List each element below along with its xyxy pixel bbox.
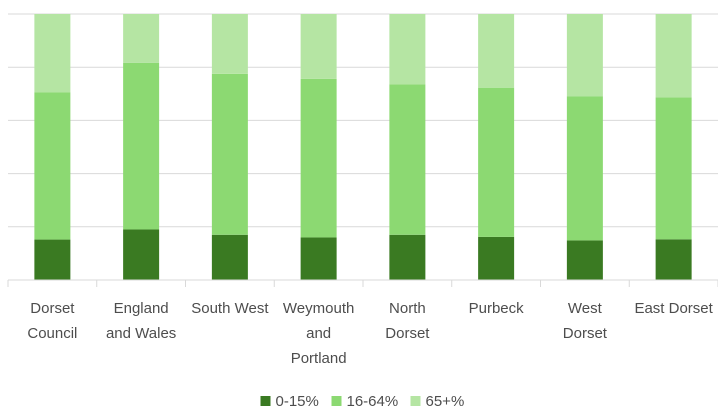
bar-segment [300, 78, 337, 238]
category-label-line: Dorset [30, 300, 75, 317]
bar-segment [389, 14, 426, 85]
legend-label: 0-15% [276, 393, 319, 410]
x-axis [7, 279, 718, 287]
bar-segment [123, 14, 160, 63]
category-label: Purbeck [469, 300, 525, 317]
bars [34, 14, 692, 280]
category-label-line: East Dorset [634, 300, 713, 317]
bar-segment [478, 87, 515, 237]
bar-segment [566, 96, 603, 241]
bar-segment [34, 239, 71, 280]
bar-segment [211, 14, 248, 74]
bar-segment [566, 240, 603, 280]
category-label-line: Dorset [563, 325, 608, 342]
category-label-line: Dorset [385, 325, 430, 342]
category-labels: Dorset Council England and Wales South West W… [27, 300, 713, 367]
category-label: North Dorset [385, 300, 430, 342]
legend: 0-15% 16-64% 65+% [260, 393, 465, 410]
category-label-line: England [114, 300, 169, 317]
category-label: Dorset Council [27, 300, 77, 342]
category-label-line: Council [27, 325, 77, 342]
bar-segment [655, 239, 692, 280]
legend-swatch [331, 396, 342, 406]
category-label-line: North [389, 300, 426, 317]
bar-segment [389, 234, 426, 280]
category-label: West Dorset [563, 300, 608, 342]
legend-label: 16-64% [347, 393, 399, 410]
category-label: Weymouth and Portland [283, 300, 354, 367]
bar-segment [211, 73, 248, 235]
bar-segment [566, 14, 603, 97]
bar-segment [123, 229, 160, 280]
bar-segment [123, 62, 160, 230]
gridlines [8, 13, 718, 228]
bar-segment [300, 14, 337, 79]
bar-segment [211, 234, 248, 280]
category-label-line: West [568, 300, 603, 317]
bar-segment [389, 84, 426, 235]
category-label: South West [191, 300, 269, 317]
legend-label: 65+% [426, 393, 465, 410]
category-label-line: Portland [291, 350, 347, 367]
legend-swatch [260, 396, 271, 406]
bar-segment [34, 14, 71, 93]
category-label-line: South West [191, 300, 269, 317]
category-label-line: Weymouth [283, 300, 354, 317]
bar-segment [655, 97, 692, 240]
category-label: East Dorset [634, 300, 713, 317]
bar-segment [300, 237, 337, 280]
category-label-line: Purbeck [469, 300, 525, 317]
category-label: England and Wales [106, 300, 176, 342]
bar-segment [655, 14, 692, 98]
category-label-line: and [306, 325, 331, 342]
bar-segment [478, 236, 515, 280]
bar-segment [34, 92, 71, 240]
bar-segment [478, 14, 515, 88]
category-label-line: and Wales [106, 325, 176, 342]
legend-swatch [410, 396, 421, 406]
